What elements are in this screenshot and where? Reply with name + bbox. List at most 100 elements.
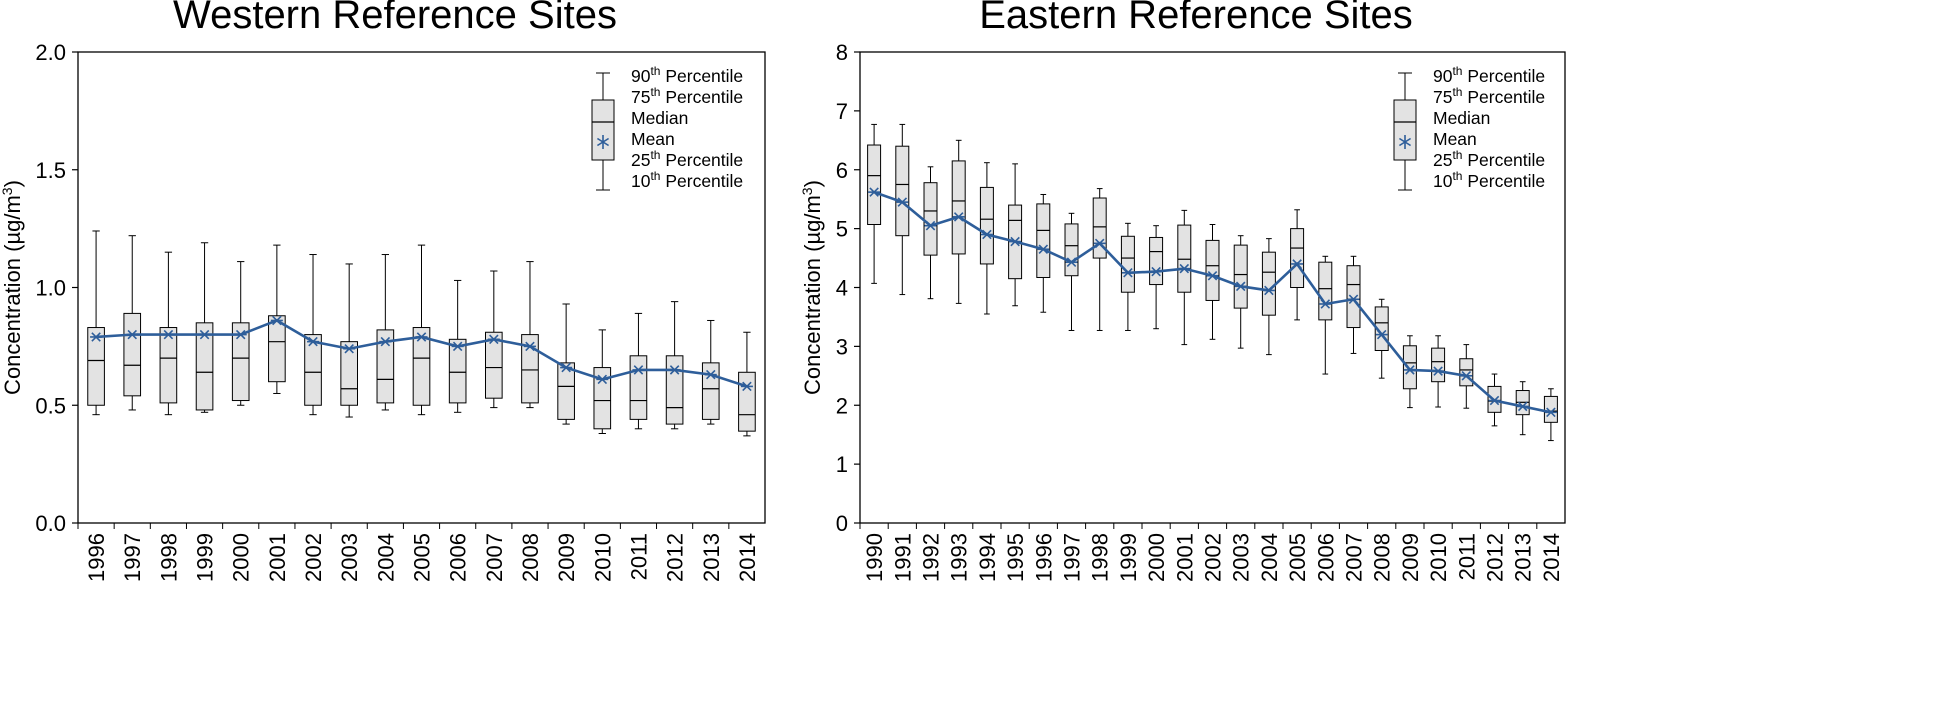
x-tick-label: 2011 [626, 533, 651, 580]
legend-label-value: Mean [1433, 129, 1477, 149]
legend-label-word: Percentile [660, 150, 743, 170]
x-tick-label: 2008 [518, 533, 543, 582]
mean-marker-stroke [344, 343, 354, 354]
box-1994 [979, 162, 994, 315]
legend-label-p10: 10th Percentile [631, 169, 743, 191]
mean-marker-stroke [1151, 266, 1161, 277]
box-2005 [1290, 209, 1305, 321]
x-tick-label: 2010 [1426, 533, 1451, 582]
box-2008 [521, 261, 539, 409]
x-tick-label: 2013 [699, 533, 724, 582]
mean-marker-stroke [561, 362, 571, 373]
mean-marker-2005 [415, 332, 428, 342]
box-1990 [867, 123, 882, 284]
mean-marker-1999 [1121, 268, 1134, 278]
y-tick-label: 7 [836, 99, 848, 124]
iqr-box [665, 355, 684, 425]
box-2001 [268, 244, 286, 394]
x-tick-label: 1996 [1031, 533, 1056, 582]
y-tick-label: 2 [836, 393, 848, 418]
x-tick-label: 2003 [1229, 533, 1254, 582]
legend-label-suffix: th [1452, 148, 1462, 162]
x-tick-label: 1998 [1088, 533, 1113, 582]
chart-title: Eastern Reference Sites [979, 0, 1413, 37]
legend-label-word: Percentile [1462, 66, 1545, 86]
mean-marker-1996 [90, 332, 103, 342]
legend-label-value: Median [631, 108, 688, 128]
x-tick-label: 1999 [193, 533, 218, 582]
x-tick-label: 2006 [446, 533, 471, 582]
box-1997 [123, 235, 142, 411]
x-tick-label: 2012 [663, 533, 688, 582]
box-2001 [1177, 209, 1192, 346]
chart-title: Western Reference Sites [173, 0, 617, 37]
iqr-box [376, 329, 395, 404]
legend-label-value: Median [1433, 108, 1490, 128]
iqr-box [1120, 235, 1135, 293]
legend-label-suffix: th [650, 85, 660, 99]
mean-marker-stroke [1546, 407, 1556, 418]
mean-marker-2004 [379, 336, 392, 347]
mean-marker-stroke [1489, 395, 1500, 406]
mean-marker-stroke [1179, 263, 1190, 274]
legend-label-value: 10 [631, 171, 651, 191]
mean-marker-2003 [1234, 281, 1247, 292]
y-tick-label: 1.0 [35, 276, 66, 301]
mean-marker-stroke [1264, 285, 1274, 296]
box-1993 [951, 139, 966, 304]
mean-marker-1990 [868, 187, 881, 197]
mean-marker-stroke [1292, 259, 1302, 269]
legend-label-p90: 90th Percentile [1433, 64, 1545, 86]
mean-marker-2010 [596, 374, 609, 385]
mean-marker-2009 [560, 362, 573, 373]
mean-marker-2013 [704, 369, 717, 380]
x-tick-label: 2008 [1370, 533, 1395, 582]
mean-marker-stroke [1398, 137, 1412, 147]
box-2007 [1346, 255, 1361, 354]
box-2009 [557, 303, 575, 425]
box-2010 [593, 329, 612, 435]
mean-marker-stroke [1066, 257, 1077, 267]
mean-marker-2005 [1291, 259, 1304, 269]
iqr-box [195, 322, 214, 411]
mean-marker-2010 [1432, 366, 1445, 376]
box-2013 [701, 319, 720, 425]
mean-marker-stroke [597, 374, 608, 385]
box-2005 [412, 244, 431, 416]
y-tick-label: 0 [836, 511, 848, 536]
box-1999 [195, 242, 214, 413]
mean-marker-stroke [1433, 366, 1443, 376]
x-tick-label: 2002 [301, 533, 326, 582]
mean-marker-2011 [1460, 371, 1473, 381]
legend-label-value: Mean [631, 129, 675, 149]
mean-marker-stroke [1461, 371, 1472, 381]
legend-label-suffix: th [1452, 64, 1462, 78]
x-tick-label: 2003 [337, 533, 362, 582]
x-tick-label: 1996 [84, 533, 109, 582]
mean-marker-2008 [1375, 329, 1388, 340]
box-2007 [484, 270, 503, 409]
box-1998 [159, 251, 178, 416]
legend-label-word: Percentile [660, 87, 743, 107]
mean-marker-stroke [953, 212, 964, 222]
y-axis-label: Concentration (µg/m3) [0, 180, 25, 395]
mean-marker-2006 [1319, 299, 1332, 309]
y-axis-label-sup: 3 [0, 187, 15, 195]
mean-marker-stroke [705, 369, 716, 380]
iqr-box [1346, 265, 1361, 329]
box-1998 [1092, 188, 1107, 331]
mean-marker-stroke [199, 329, 210, 340]
legend-label-word: Percentile [660, 171, 743, 191]
x-tick-label: 2009 [1398, 533, 1423, 582]
legend-label-word: Percentile [1462, 171, 1545, 191]
mean-marker-1991 [896, 197, 909, 207]
mean-marker-1997 [126, 329, 139, 340]
box-1991 [895, 123, 910, 296]
legend-label-p75: 75th Percentile [631, 85, 743, 107]
legend-label-value: 25 [1433, 150, 1452, 170]
iqr-box [521, 334, 539, 404]
mean-marker-stroke [1123, 268, 1133, 278]
legend-label-median: Median [631, 108, 688, 128]
box-2006 [448, 279, 467, 413]
